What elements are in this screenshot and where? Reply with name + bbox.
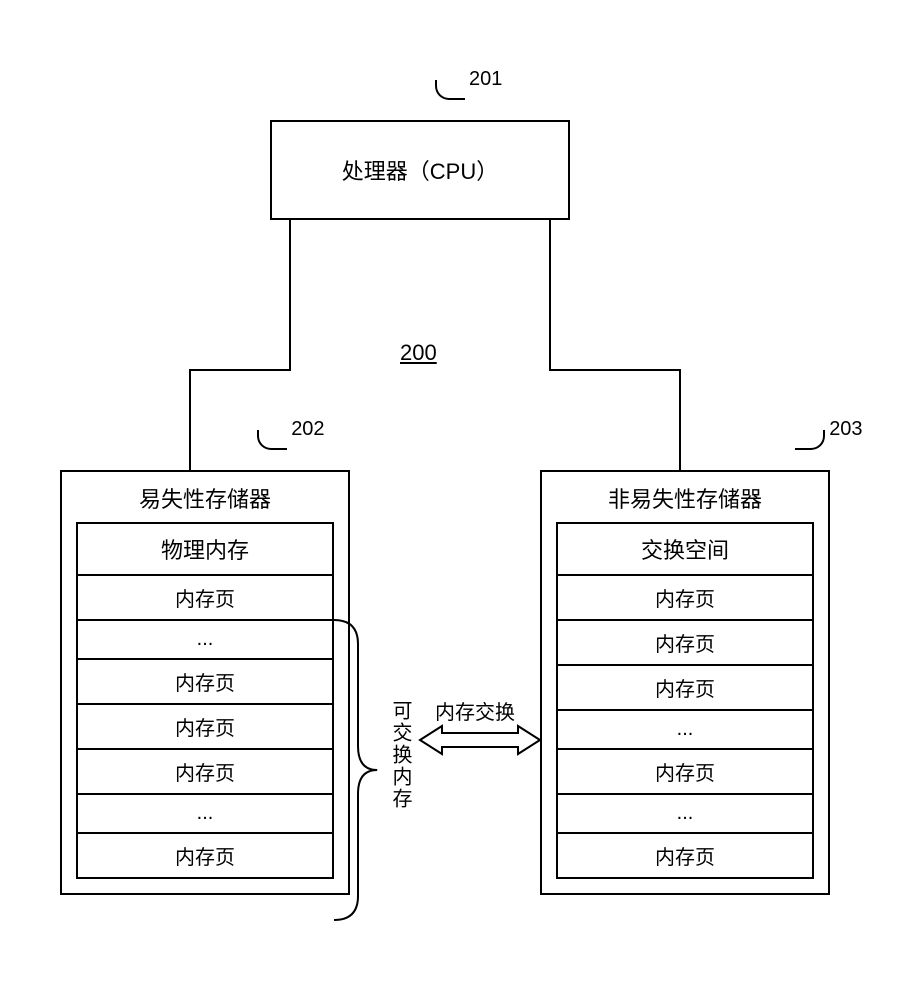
memory-page-cell: 内存页 bbox=[78, 832, 332, 877]
nonvolatile-memory-box: 非易失性存储器 交换空间 内存页内存页内存页...内存页...内存页 bbox=[540, 470, 830, 895]
nonvolatile-title: 非易失性存储器 bbox=[542, 472, 828, 522]
physical-memory-block: 物理内存 内存页...内存页内存页内存页...内存页 bbox=[76, 522, 334, 879]
memory-page-cell: 内存页 bbox=[78, 703, 332, 748]
system-id-label: 200 bbox=[400, 340, 437, 366]
swap-space-block: 交换空间 内存页内存页内存页...内存页...内存页 bbox=[556, 522, 814, 879]
callout-201: 201 bbox=[469, 68, 502, 91]
nonvolatile-rows: 内存页内存页内存页...内存页...内存页 bbox=[558, 574, 812, 877]
memory-page-cell: ... bbox=[78, 793, 332, 832]
volatile-memory-box: 易失性存储器 物理内存 内存页...内存页内存页内存页...内存页 bbox=[60, 470, 350, 895]
swap-space-title: 交换空间 bbox=[558, 524, 812, 574]
memory-page-cell: ... bbox=[558, 793, 812, 832]
memory-page-cell: 内存页 bbox=[78, 658, 332, 703]
memory-swap-label: 内存交换 bbox=[435, 696, 515, 725]
memory-page-cell: 内存页 bbox=[558, 574, 812, 619]
volatile-rows: 内存页...内存页内存页内存页...内存页 bbox=[78, 574, 332, 877]
callout-line-202 bbox=[257, 430, 287, 450]
callout-202: 202 bbox=[291, 418, 324, 441]
swappable-memory-label: 可交换内存 bbox=[386, 700, 415, 810]
volatile-title: 易失性存储器 bbox=[62, 472, 348, 522]
cpu-label: 处理器（CPU） bbox=[342, 154, 498, 186]
memory-page-cell: 内存页 bbox=[558, 832, 812, 877]
memory-page-cell: 内存页 bbox=[558, 664, 812, 709]
callout-line-203 bbox=[795, 430, 825, 450]
memory-page-cell: 内存页 bbox=[78, 574, 332, 619]
memory-page-cell: ... bbox=[558, 709, 812, 748]
cpu-box: 处理器（CPU） bbox=[270, 120, 570, 220]
memory-page-cell: ... bbox=[78, 619, 332, 658]
callout-203: 203 bbox=[829, 418, 862, 441]
physical-memory-title: 物理内存 bbox=[78, 524, 332, 574]
memory-page-cell: 内存页 bbox=[78, 748, 332, 793]
memory-page-cell: 内存页 bbox=[558, 748, 812, 793]
memory-swap-diagram: 处理器（CPU） 201 200 易失性存储器 物理内存 内存页...内存页内存… bbox=[0, 0, 900, 1000]
memory-page-cell: 内存页 bbox=[558, 619, 812, 664]
callout-line-cpu bbox=[435, 80, 465, 100]
